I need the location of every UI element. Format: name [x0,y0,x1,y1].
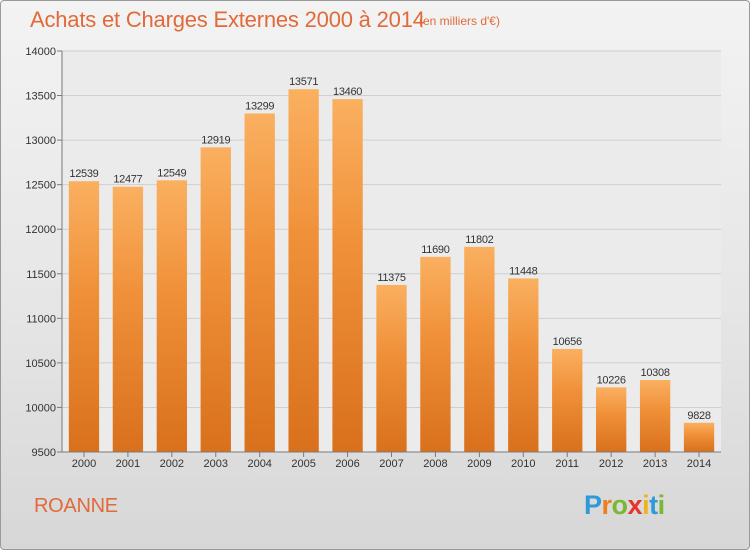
bar-value-label: 13299 [245,100,274,112]
bar-2013 [639,379,671,452]
x-tick-label: 2007 [379,458,403,470]
bar-2000 [68,181,100,452]
x-tick-label: 2006 [335,458,359,470]
x-tick-label: 2014 [687,458,711,470]
y-tick-label: 12000 [25,224,56,236]
logo-letter: P [584,490,602,520]
y-tick-label: 10500 [25,358,56,370]
bar-value-label: 11375 [377,272,405,284]
bar-2006 [332,99,363,453]
x-tick-label: 2005 [291,458,315,470]
bar-2003 [200,147,231,453]
y-tick-label: 9500 [32,447,56,459]
bar-2008 [420,256,451,452]
x-tick-label: 2008 [423,458,447,470]
bar-2001 [112,186,144,452]
bar-value-label: 11802 [465,234,493,246]
bar-value-label: 10656 [553,336,582,348]
x-tick-label: 2002 [160,458,184,470]
bar-2002 [156,180,187,452]
y-tick-label: 13000 [25,135,56,147]
x-tick-label: 2000 [72,458,96,470]
y-tick-label: 11000 [26,313,56,325]
x-tick-label: 2010 [511,458,535,470]
bar-value-label: 12539 [69,168,98,180]
bar-value-label: 13460 [333,86,362,98]
bar-2011 [552,348,583,452]
chart-unit: (en milliers d'€) [419,14,500,28]
logo-letter: t [649,490,658,520]
y-tick-label: 10000 [25,402,56,414]
bar-2014 [683,422,715,452]
bar-2005 [288,89,319,452]
bar-value-label: 10226 [597,374,626,386]
bar-value-label: 9828 [687,410,710,422]
bar-value-label: 13571 [289,76,318,88]
x-tick-label: 2011 [555,458,579,470]
bar-value-label: 11448 [509,265,537,277]
bar-value-label: 12477 [113,174,142,186]
bar-value-label: 12549 [157,167,186,179]
proxiti-logo: Proxiti [584,490,665,521]
y-tick-label: 11500 [26,269,56,281]
x-tick-label: 2001 [116,458,140,470]
y-tick-label: 12500 [25,180,56,192]
y-tick-label: 14000 [25,46,56,58]
logo-letter: i [642,490,650,520]
logo-letter: i [657,490,666,520]
x-tick-label: 2003 [204,458,228,470]
logo-letter: o [611,490,629,520]
x-tick-label: 2004 [247,458,271,470]
y-tick-label: 13500 [25,91,56,103]
bar-2010 [508,278,539,452]
bar-value-label: 10308 [641,367,670,379]
bar-2007 [376,284,407,452]
x-tick-label: 2012 [599,458,623,470]
x-tick-label: 2009 [467,458,491,470]
bar-value-label: 12919 [201,134,230,146]
x-tick-label: 2013 [643,458,667,470]
chart-title: Achats et Charges Externes 2000 à 2014 [30,7,425,32]
logo-letter: x [627,490,643,520]
city-label: ROANNE [34,495,118,517]
bar-2009 [464,246,495,452]
bar-2004 [244,113,275,452]
bar-2012 [596,387,627,452]
bar-value-label: 11690 [421,244,449,256]
logo-letter: r [601,490,613,520]
